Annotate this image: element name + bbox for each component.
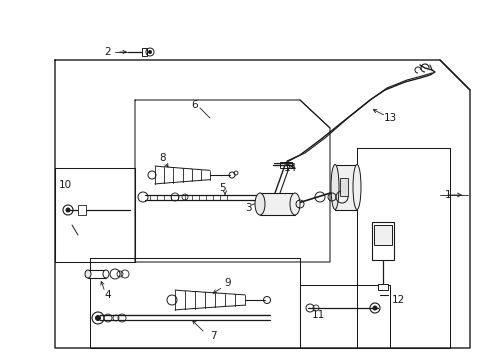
Ellipse shape — [330, 165, 338, 210]
Ellipse shape — [103, 270, 109, 278]
Text: 9: 9 — [224, 278, 231, 288]
Circle shape — [95, 315, 101, 320]
Bar — [339, 178, 347, 196]
Text: 5: 5 — [218, 183, 225, 193]
Text: 7: 7 — [209, 331, 216, 341]
Bar — [142, 48, 147, 56]
Text: 12: 12 — [390, 295, 404, 305]
Bar — [334, 165, 356, 210]
Circle shape — [66, 208, 70, 212]
Text: 14: 14 — [283, 163, 296, 173]
Ellipse shape — [352, 165, 360, 210]
Bar — [88, 270, 106, 278]
Bar — [280, 162, 291, 168]
Text: 11: 11 — [311, 310, 324, 320]
Text: 1: 1 — [444, 190, 450, 200]
Ellipse shape — [254, 193, 264, 215]
Text: 8: 8 — [160, 153, 166, 163]
Text: 10: 10 — [59, 180, 71, 190]
Text: 13: 13 — [383, 113, 396, 123]
Ellipse shape — [85, 270, 91, 278]
Circle shape — [148, 50, 151, 54]
Circle shape — [372, 306, 376, 310]
Bar — [78, 205, 86, 215]
Text: 3: 3 — [244, 203, 251, 213]
Text: 4: 4 — [104, 290, 111, 300]
Bar — [260, 193, 294, 215]
Bar — [373, 225, 391, 245]
Bar — [377, 284, 387, 290]
Bar — [371, 222, 393, 260]
Ellipse shape — [289, 193, 299, 215]
Text: 2: 2 — [104, 47, 111, 57]
Text: 6: 6 — [191, 100, 198, 110]
